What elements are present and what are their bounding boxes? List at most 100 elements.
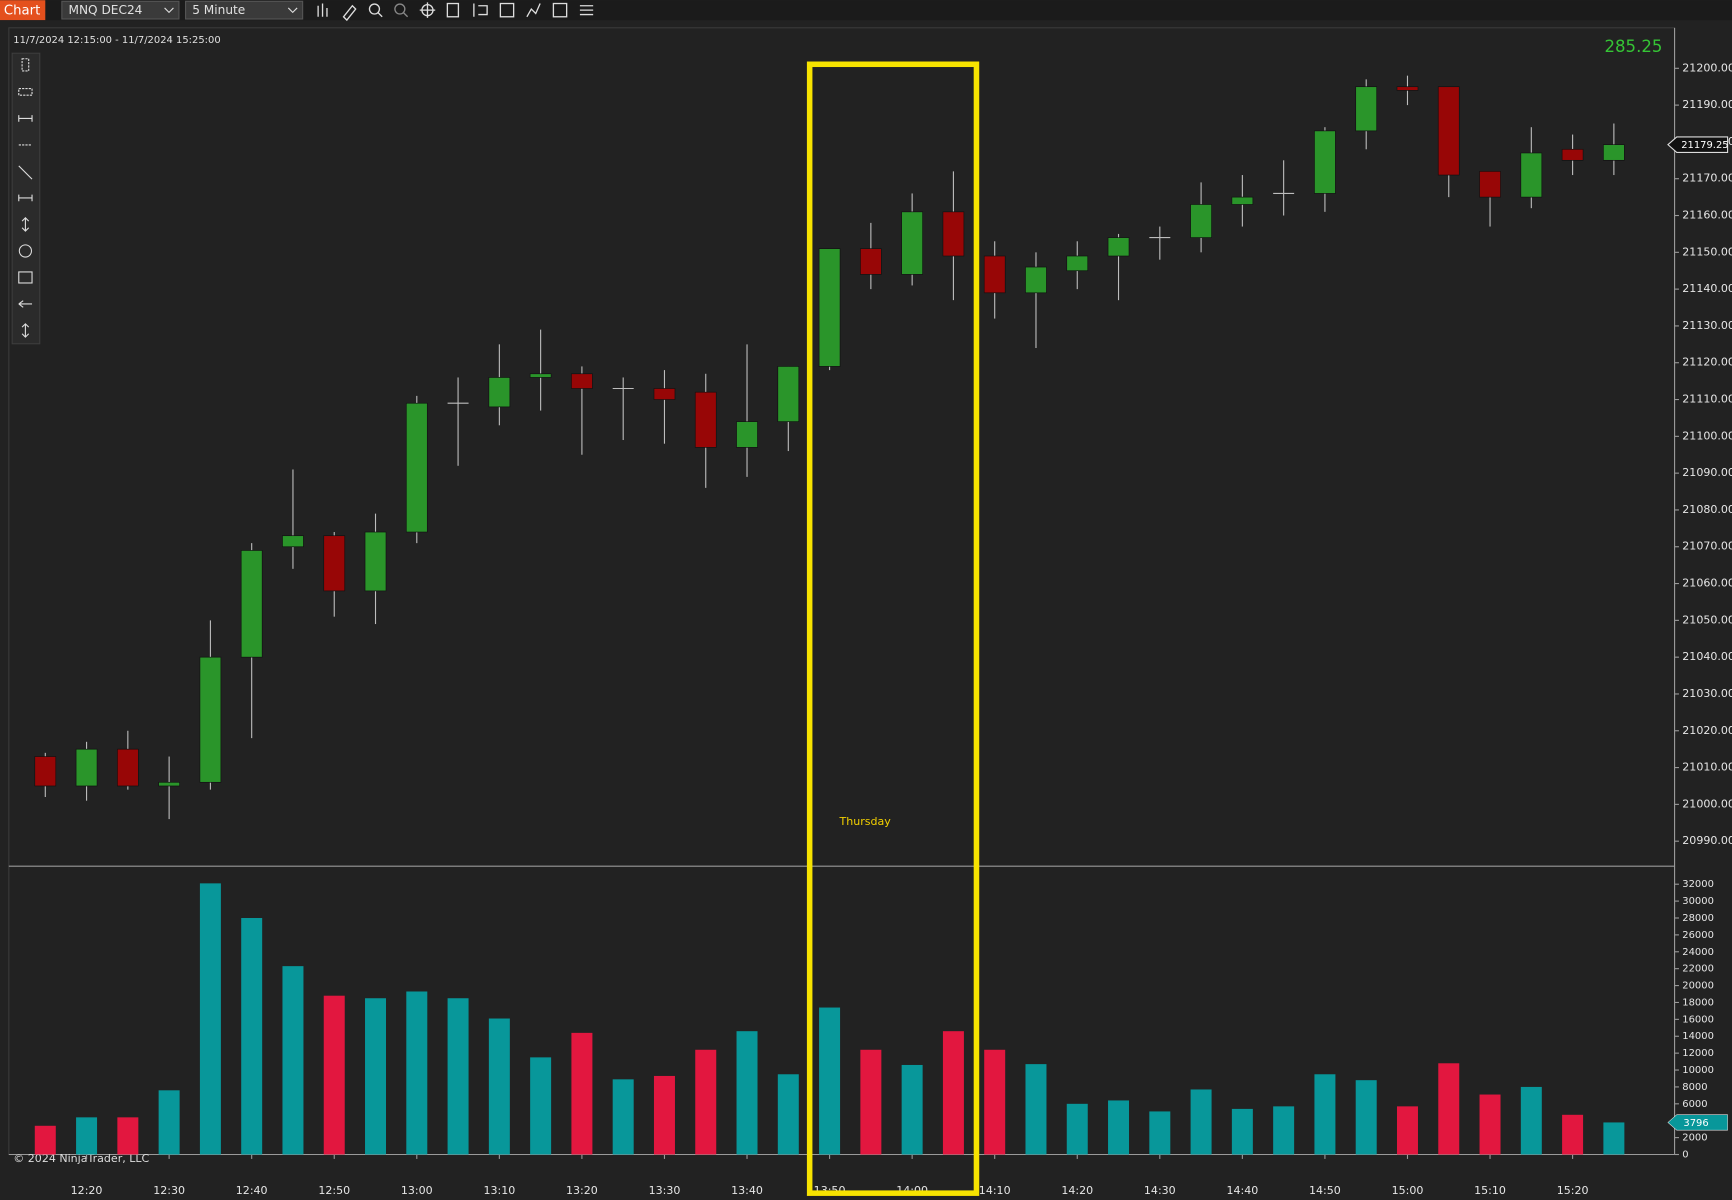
volume-bar xyxy=(1520,1086,1542,1155)
candle-body xyxy=(901,211,923,275)
candle-body xyxy=(240,550,263,658)
volume-bar xyxy=(942,1031,964,1155)
candle-body xyxy=(653,388,676,400)
y-tick-label: 2000 xyxy=(1682,1133,1707,1144)
volume-bar xyxy=(612,1079,634,1155)
y-tick-label: 21030.00 xyxy=(1682,687,1732,700)
annotation: Thursday xyxy=(838,815,891,828)
volume-bar xyxy=(488,1018,510,1155)
x-tick-label: 12:20 xyxy=(71,1184,103,1197)
candle-body xyxy=(1107,237,1130,257)
y-tick-label: 22000 xyxy=(1682,964,1714,975)
y-tick-label: 21080.00 xyxy=(1682,503,1732,516)
candle-body xyxy=(777,366,800,422)
volume-bar xyxy=(1108,1100,1130,1155)
y-tick-label: 28000 xyxy=(1682,913,1714,924)
x-tick-label: 13:40 xyxy=(731,1184,763,1197)
x-tick-label: 14:10 xyxy=(979,1184,1011,1197)
y-tick-label: 21050.00 xyxy=(1682,613,1732,626)
y-tick-label: 21170.00 xyxy=(1682,172,1732,185)
x-tick-label: 13:00 xyxy=(401,1184,433,1197)
interval-label[interactable]: 5 Minute xyxy=(192,3,245,17)
y-tick-label: 21160.00 xyxy=(1682,209,1732,222)
candle-body xyxy=(1066,255,1089,272)
candle-body xyxy=(1190,204,1212,238)
drawing-tool-icons[interactable] xyxy=(18,58,33,338)
marks: 20990.00 21000.00 21010.00 21020.00 21030.00… xyxy=(34,61,1732,1197)
volume-bar xyxy=(777,1074,799,1155)
x-tick-label: 12:30 xyxy=(153,1184,185,1197)
x-tick-label: 13:30 xyxy=(649,1184,681,1197)
y-tick-label: 24000 xyxy=(1682,947,1714,958)
copyright: © 2024 NinjaTrader, LLC xyxy=(13,1152,149,1165)
candle-body xyxy=(34,756,57,787)
candle-body xyxy=(529,373,552,378)
volume-bar xyxy=(860,1049,882,1155)
volume-bar xyxy=(1149,1111,1171,1155)
candle-body xyxy=(694,391,717,448)
volume-bar xyxy=(1562,1114,1584,1155)
y-tick-label: 21110.00 xyxy=(1682,393,1732,406)
volume-bar xyxy=(365,998,387,1155)
y-tick-label: 21100.00 xyxy=(1682,429,1732,442)
y-tick-label: 10000 xyxy=(1682,1065,1714,1076)
volume-bar xyxy=(199,883,221,1155)
y-tick-label: 21070.00 xyxy=(1682,540,1732,553)
instrument-label[interactable]: MNQ DEC24 xyxy=(68,3,142,17)
candle-body xyxy=(983,255,1006,294)
interval-select[interactable] xyxy=(185,0,304,20)
y-tick-label: 21090.00 xyxy=(1682,466,1732,479)
dropdown-arrow xyxy=(287,7,298,14)
candle-body xyxy=(736,421,758,448)
volume-bar xyxy=(984,1049,1006,1155)
volume-bar xyxy=(1231,1108,1253,1155)
dropdown-arrow xyxy=(164,7,174,14)
candle-body xyxy=(1396,86,1419,91)
last-volume-label: 3796 xyxy=(1683,1118,1708,1129)
x-tick-label: 12:40 xyxy=(236,1184,268,1197)
y-tick-label: 16000 xyxy=(1682,1014,1714,1025)
y-tick-label: 21060.00 xyxy=(1682,577,1732,590)
volume-bar xyxy=(406,991,428,1155)
volume-bar xyxy=(1314,1074,1336,1155)
y-tick-label: 21000.00 xyxy=(1682,797,1732,810)
instrument-select[interactable] xyxy=(61,0,180,20)
y-tick-label: 6000 xyxy=(1682,1099,1707,1110)
y-tick-label: 21190.00 xyxy=(1682,98,1732,111)
y-tick-label: 8000 xyxy=(1682,1082,1707,1093)
chart-button-label[interactable]: Chart xyxy=(4,4,40,19)
y-tick-label: 21020.00 xyxy=(1682,724,1732,737)
volume-bar xyxy=(695,1049,717,1155)
x-tick-label: 15:20 xyxy=(1557,1184,1589,1197)
y-tick-label: 0 xyxy=(1682,1150,1688,1161)
volume-bar xyxy=(76,1117,98,1155)
volume-bar xyxy=(282,966,304,1155)
candle-body xyxy=(1437,86,1460,176)
volume-bar xyxy=(1355,1080,1377,1155)
candle-body xyxy=(1231,196,1254,205)
volume-bar xyxy=(530,1057,552,1155)
candle-body xyxy=(1561,148,1584,161)
last-price-label: 21179.25 xyxy=(1681,140,1728,151)
x-tick-label: 14:20 xyxy=(1061,1184,1093,1197)
candle-body xyxy=(942,211,965,257)
toolbar-icons[interactable] xyxy=(317,2,594,22)
candle-body xyxy=(488,377,511,408)
volume-bar xyxy=(241,917,263,1155)
candle-body xyxy=(1603,144,1625,161)
last-volume-tag xyxy=(1667,1114,1728,1131)
candle-body xyxy=(75,748,98,787)
volume-bar xyxy=(736,1031,758,1155)
x-tick-label: 14:40 xyxy=(1226,1184,1258,1197)
y-tick-label: 21010.00 xyxy=(1682,761,1732,774)
x-tick-label: 13:10 xyxy=(483,1184,515,1197)
x-tick-label: 15:00 xyxy=(1392,1184,1424,1197)
volume-bar xyxy=(1190,1089,1212,1155)
candle-body xyxy=(364,531,387,592)
volume-bar xyxy=(1025,1064,1047,1155)
candle-body xyxy=(117,748,139,787)
volume-bar xyxy=(1438,1063,1460,1155)
chart-button[interactable] xyxy=(0,0,46,21)
candle-body xyxy=(158,781,180,787)
x-tick-label: 15:10 xyxy=(1474,1184,1506,1197)
